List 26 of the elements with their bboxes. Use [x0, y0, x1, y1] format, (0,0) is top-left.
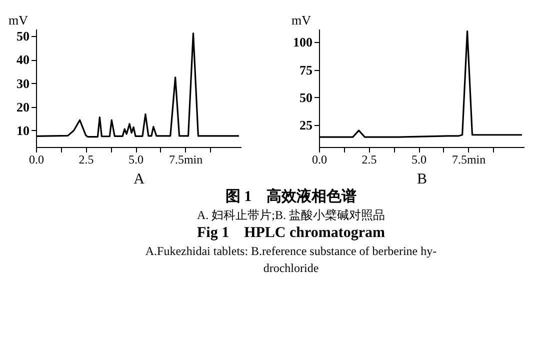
- x-tick-label: 5.0: [128, 152, 144, 166]
- x-tick-label: 7.5min: [452, 152, 486, 166]
- y-tick-label: 50: [300, 90, 312, 105]
- text: drochloride: [263, 261, 319, 275]
- y-tick-label: 50: [16, 28, 30, 44]
- x-tick-label: 0.0: [312, 152, 327, 166]
- x-tick-label: 2.5: [362, 152, 377, 166]
- x-axis-title: A: [134, 172, 145, 188]
- x-axis-title: B: [416, 172, 428, 188]
- y-tick-label: 20: [16, 99, 30, 114]
- y-tick-label: 25: [300, 117, 313, 132]
- x-tick-label: 2.5: [78, 152, 94, 166]
- caption: 图 1 高效液相色谱: [225, 187, 357, 205]
- y-tick-label: 30: [16, 76, 30, 91]
- y-axis-title: mV: [292, 12, 312, 28]
- y-tick-label: 100: [293, 34, 312, 50]
- caption: Fig 1 HPLC chromatogram: [196, 225, 386, 241]
- x-tick-label: 7.5min: [168, 152, 203, 166]
- text: A.Fukezhidai tablets: B.reference substance of berberine hy-: [145, 244, 437, 258]
- y-tick-label: 10: [16, 122, 30, 138]
- text: A. 妇科止带片;B. 盐酸小檗碱对照品: [196, 208, 386, 222]
- x-tick-label: 5.0: [412, 152, 427, 166]
- y-tick-label: 75: [300, 62, 313, 78]
- y-axis-title: mV: [8, 12, 29, 28]
- x-tick-label: 0.0: [29, 152, 44, 166]
- y-tick-label: 40: [16, 52, 30, 68]
